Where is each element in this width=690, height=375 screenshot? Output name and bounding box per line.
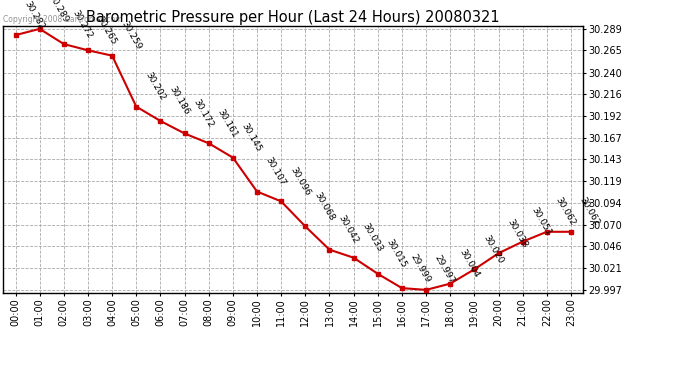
Text: 30.282: 30.282 xyxy=(23,0,46,31)
Text: 30.033: 30.033 xyxy=(361,222,384,254)
Text: 30.062: 30.062 xyxy=(578,196,602,228)
Text: 30.145: 30.145 xyxy=(240,122,264,153)
Text: Copyright 2008 Cartronics.com: Copyright 2008 Cartronics.com xyxy=(3,15,123,24)
Text: 30.259: 30.259 xyxy=(119,20,143,51)
Text: 30.172: 30.172 xyxy=(192,98,215,129)
Text: 30.042: 30.042 xyxy=(337,214,360,246)
Text: 30.068: 30.068 xyxy=(313,190,336,222)
Text: 30.107: 30.107 xyxy=(264,156,288,188)
Title: Barometric Pressure per Hour (Last 24 Hours) 20080321: Barometric Pressure per Hour (Last 24 Ho… xyxy=(86,10,500,25)
Text: 30.051: 30.051 xyxy=(530,206,553,237)
Text: 30.161: 30.161 xyxy=(216,107,239,139)
Text: 30.289: 30.289 xyxy=(47,0,70,25)
Text: 30.004: 30.004 xyxy=(457,248,481,279)
Text: 30.265: 30.265 xyxy=(95,14,119,46)
Text: 30.272: 30.272 xyxy=(71,8,95,40)
Text: 29.997: 29.997 xyxy=(433,254,457,286)
Text: 30.038: 30.038 xyxy=(506,217,529,249)
Text: 30.186: 30.186 xyxy=(168,85,191,117)
Text: 30.020: 30.020 xyxy=(482,233,505,265)
Text: 30.096: 30.096 xyxy=(288,165,312,197)
Text: 30.062: 30.062 xyxy=(554,196,578,228)
Text: 30.015: 30.015 xyxy=(385,238,408,270)
Text: 29.999: 29.999 xyxy=(409,252,433,284)
Text: 30.202: 30.202 xyxy=(144,71,167,102)
